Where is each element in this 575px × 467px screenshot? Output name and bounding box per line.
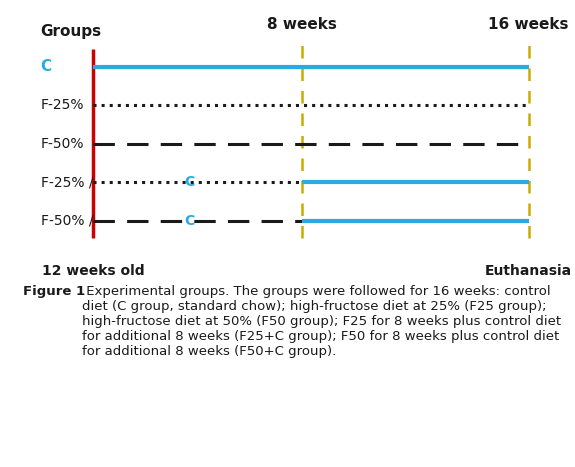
Text: Experimental groups. The groups were followed for 16 weeks: control diet (C grou: Experimental groups. The groups were fol… bbox=[82, 285, 561, 358]
Text: C: C bbox=[185, 214, 195, 227]
Text: C: C bbox=[41, 59, 52, 74]
Text: F-50%: F-50% bbox=[41, 137, 84, 150]
Text: Groups: Groups bbox=[41, 24, 102, 39]
Text: C: C bbox=[185, 175, 195, 189]
Text: F-50% /: F-50% / bbox=[41, 214, 97, 227]
Text: 12 weeks old: 12 weeks old bbox=[41, 264, 144, 278]
Text: F-25% /: F-25% / bbox=[41, 175, 97, 189]
Text: Euthanasia: Euthanasia bbox=[485, 264, 572, 278]
Text: 8 weeks: 8 weeks bbox=[267, 17, 337, 32]
Text: F-25%: F-25% bbox=[41, 98, 84, 112]
Text: 16 weeks: 16 weeks bbox=[488, 17, 569, 32]
Text: Figure 1: Figure 1 bbox=[23, 285, 85, 298]
